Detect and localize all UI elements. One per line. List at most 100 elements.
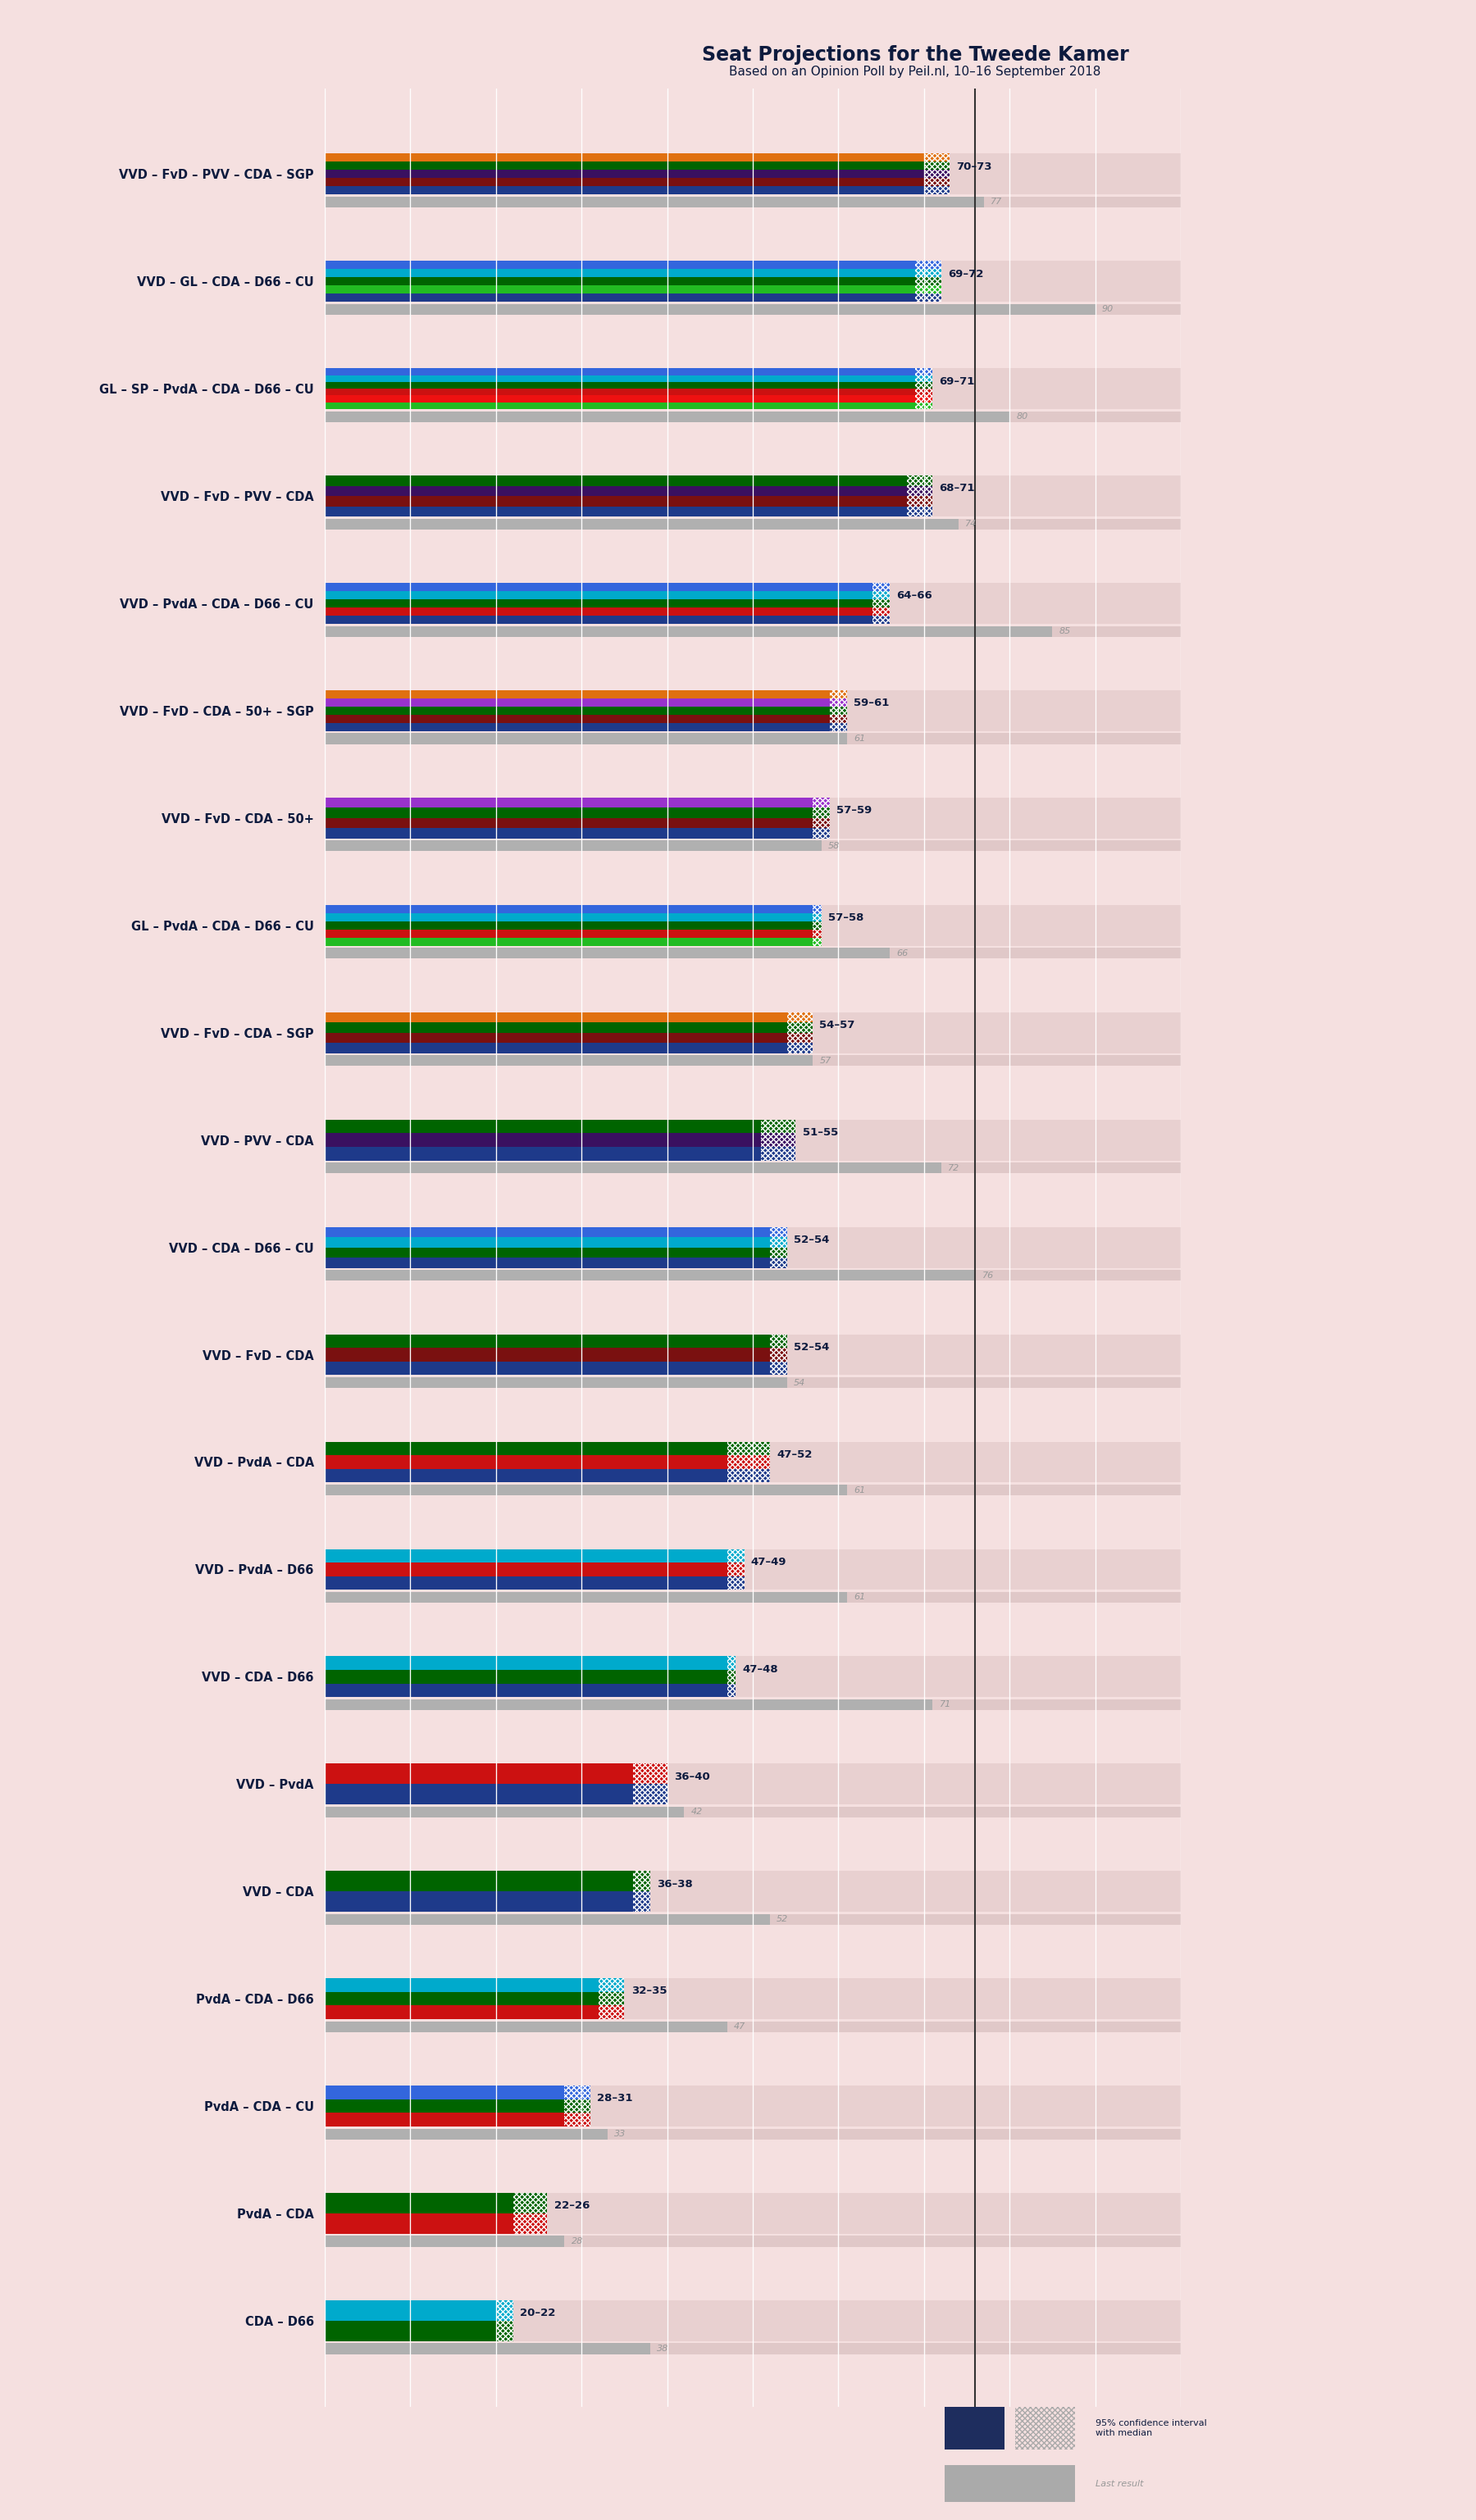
Bar bbox=[325, 615, 872, 625]
Bar bbox=[1015, 2407, 1075, 2449]
Bar bbox=[770, 1348, 787, 1361]
Bar bbox=[728, 1454, 770, 1469]
Bar bbox=[325, 476, 1181, 517]
Text: 38: 38 bbox=[657, 2344, 669, 2354]
Text: 64–66: 64–66 bbox=[896, 590, 933, 602]
Bar bbox=[830, 690, 847, 698]
Bar bbox=[915, 285, 942, 295]
Bar bbox=[770, 1361, 787, 1376]
Bar bbox=[770, 1361, 787, 1376]
Bar bbox=[325, 1683, 728, 1696]
Bar bbox=[325, 375, 915, 383]
Bar bbox=[770, 1247, 787, 1257]
Bar bbox=[325, 305, 1181, 315]
Bar bbox=[915, 270, 942, 277]
Bar bbox=[633, 1764, 667, 1784]
Bar bbox=[599, 1978, 624, 1991]
Bar bbox=[633, 1893, 649, 1913]
Bar bbox=[325, 2129, 1181, 2139]
Bar bbox=[325, 1562, 728, 1575]
Bar bbox=[325, 2301, 1181, 2341]
Bar bbox=[787, 1013, 813, 1023]
Text: 47–52: 47–52 bbox=[776, 1449, 812, 1459]
Bar bbox=[787, 1033, 813, 1043]
Bar bbox=[564, 2112, 590, 2127]
Bar bbox=[924, 186, 949, 194]
Bar bbox=[599, 2006, 624, 2019]
Bar bbox=[325, 733, 847, 743]
Bar bbox=[830, 690, 847, 698]
Text: 42: 42 bbox=[691, 1807, 703, 1817]
Bar bbox=[325, 1013, 787, 1023]
Bar bbox=[325, 829, 813, 839]
Bar bbox=[830, 716, 847, 723]
Bar bbox=[728, 1550, 744, 1562]
Bar bbox=[599, 1991, 624, 2006]
Bar bbox=[564, 2099, 590, 2112]
Bar bbox=[325, 519, 1181, 529]
Text: 47–48: 47–48 bbox=[742, 1663, 778, 1676]
Text: 52–54: 52–54 bbox=[794, 1341, 830, 1353]
Bar bbox=[325, 799, 813, 809]
Bar bbox=[728, 1441, 770, 1454]
Text: 61: 61 bbox=[853, 733, 865, 743]
Bar bbox=[728, 1550, 744, 1562]
Bar bbox=[325, 1870, 633, 1893]
Bar bbox=[906, 507, 933, 517]
Text: 66: 66 bbox=[896, 950, 908, 958]
Bar bbox=[728, 1562, 744, 1575]
Bar bbox=[915, 270, 942, 277]
Bar bbox=[325, 1550, 1181, 1590]
Bar bbox=[325, 1454, 728, 1469]
Text: 72: 72 bbox=[948, 1164, 959, 1172]
Bar bbox=[325, 948, 890, 958]
Bar bbox=[813, 799, 830, 809]
Bar bbox=[728, 1656, 735, 1671]
Bar bbox=[325, 1698, 933, 1711]
Bar bbox=[325, 2087, 1181, 2127]
Bar bbox=[325, 1023, 787, 1033]
Bar bbox=[728, 1575, 744, 1590]
Bar bbox=[325, 507, 906, 517]
Bar bbox=[325, 723, 830, 731]
Bar bbox=[633, 1784, 667, 1804]
Bar bbox=[325, 1764, 633, 1784]
Bar bbox=[325, 2235, 564, 2248]
Bar bbox=[813, 937, 821, 945]
Bar bbox=[325, 1893, 633, 1913]
Text: 36–40: 36–40 bbox=[675, 1772, 710, 1782]
Bar bbox=[325, 1348, 770, 1361]
Bar bbox=[915, 383, 933, 388]
Text: Seat Projections for the Tweede Kamer: Seat Projections for the Tweede Kamer bbox=[701, 45, 1129, 66]
Bar bbox=[830, 723, 847, 731]
Bar bbox=[728, 1469, 770, 1482]
Bar bbox=[325, 1807, 1181, 1817]
Bar bbox=[325, 2192, 514, 2213]
Bar bbox=[325, 912, 813, 922]
Bar bbox=[325, 930, 813, 937]
Bar bbox=[906, 507, 933, 517]
Bar bbox=[325, 1056, 813, 1066]
Bar bbox=[915, 403, 933, 408]
Bar bbox=[915, 388, 933, 396]
Bar bbox=[915, 262, 942, 270]
Bar bbox=[728, 1671, 735, 1683]
Bar bbox=[872, 592, 890, 600]
Bar bbox=[787, 1033, 813, 1043]
Bar bbox=[915, 277, 942, 285]
Bar bbox=[325, 1764, 1181, 1804]
Bar bbox=[514, 2192, 548, 2213]
Bar bbox=[325, 716, 830, 723]
Bar bbox=[325, 1162, 1181, 1174]
Text: 70–73: 70–73 bbox=[956, 161, 992, 171]
Bar bbox=[770, 1333, 787, 1348]
Bar bbox=[325, 1593, 847, 1603]
Bar bbox=[728, 1683, 735, 1696]
Bar bbox=[325, 2006, 599, 2019]
Bar bbox=[728, 1454, 770, 1469]
Bar bbox=[770, 1227, 787, 1237]
Bar bbox=[813, 912, 821, 922]
Bar bbox=[325, 607, 872, 615]
Bar bbox=[325, 285, 915, 295]
Bar bbox=[770, 1237, 787, 1247]
